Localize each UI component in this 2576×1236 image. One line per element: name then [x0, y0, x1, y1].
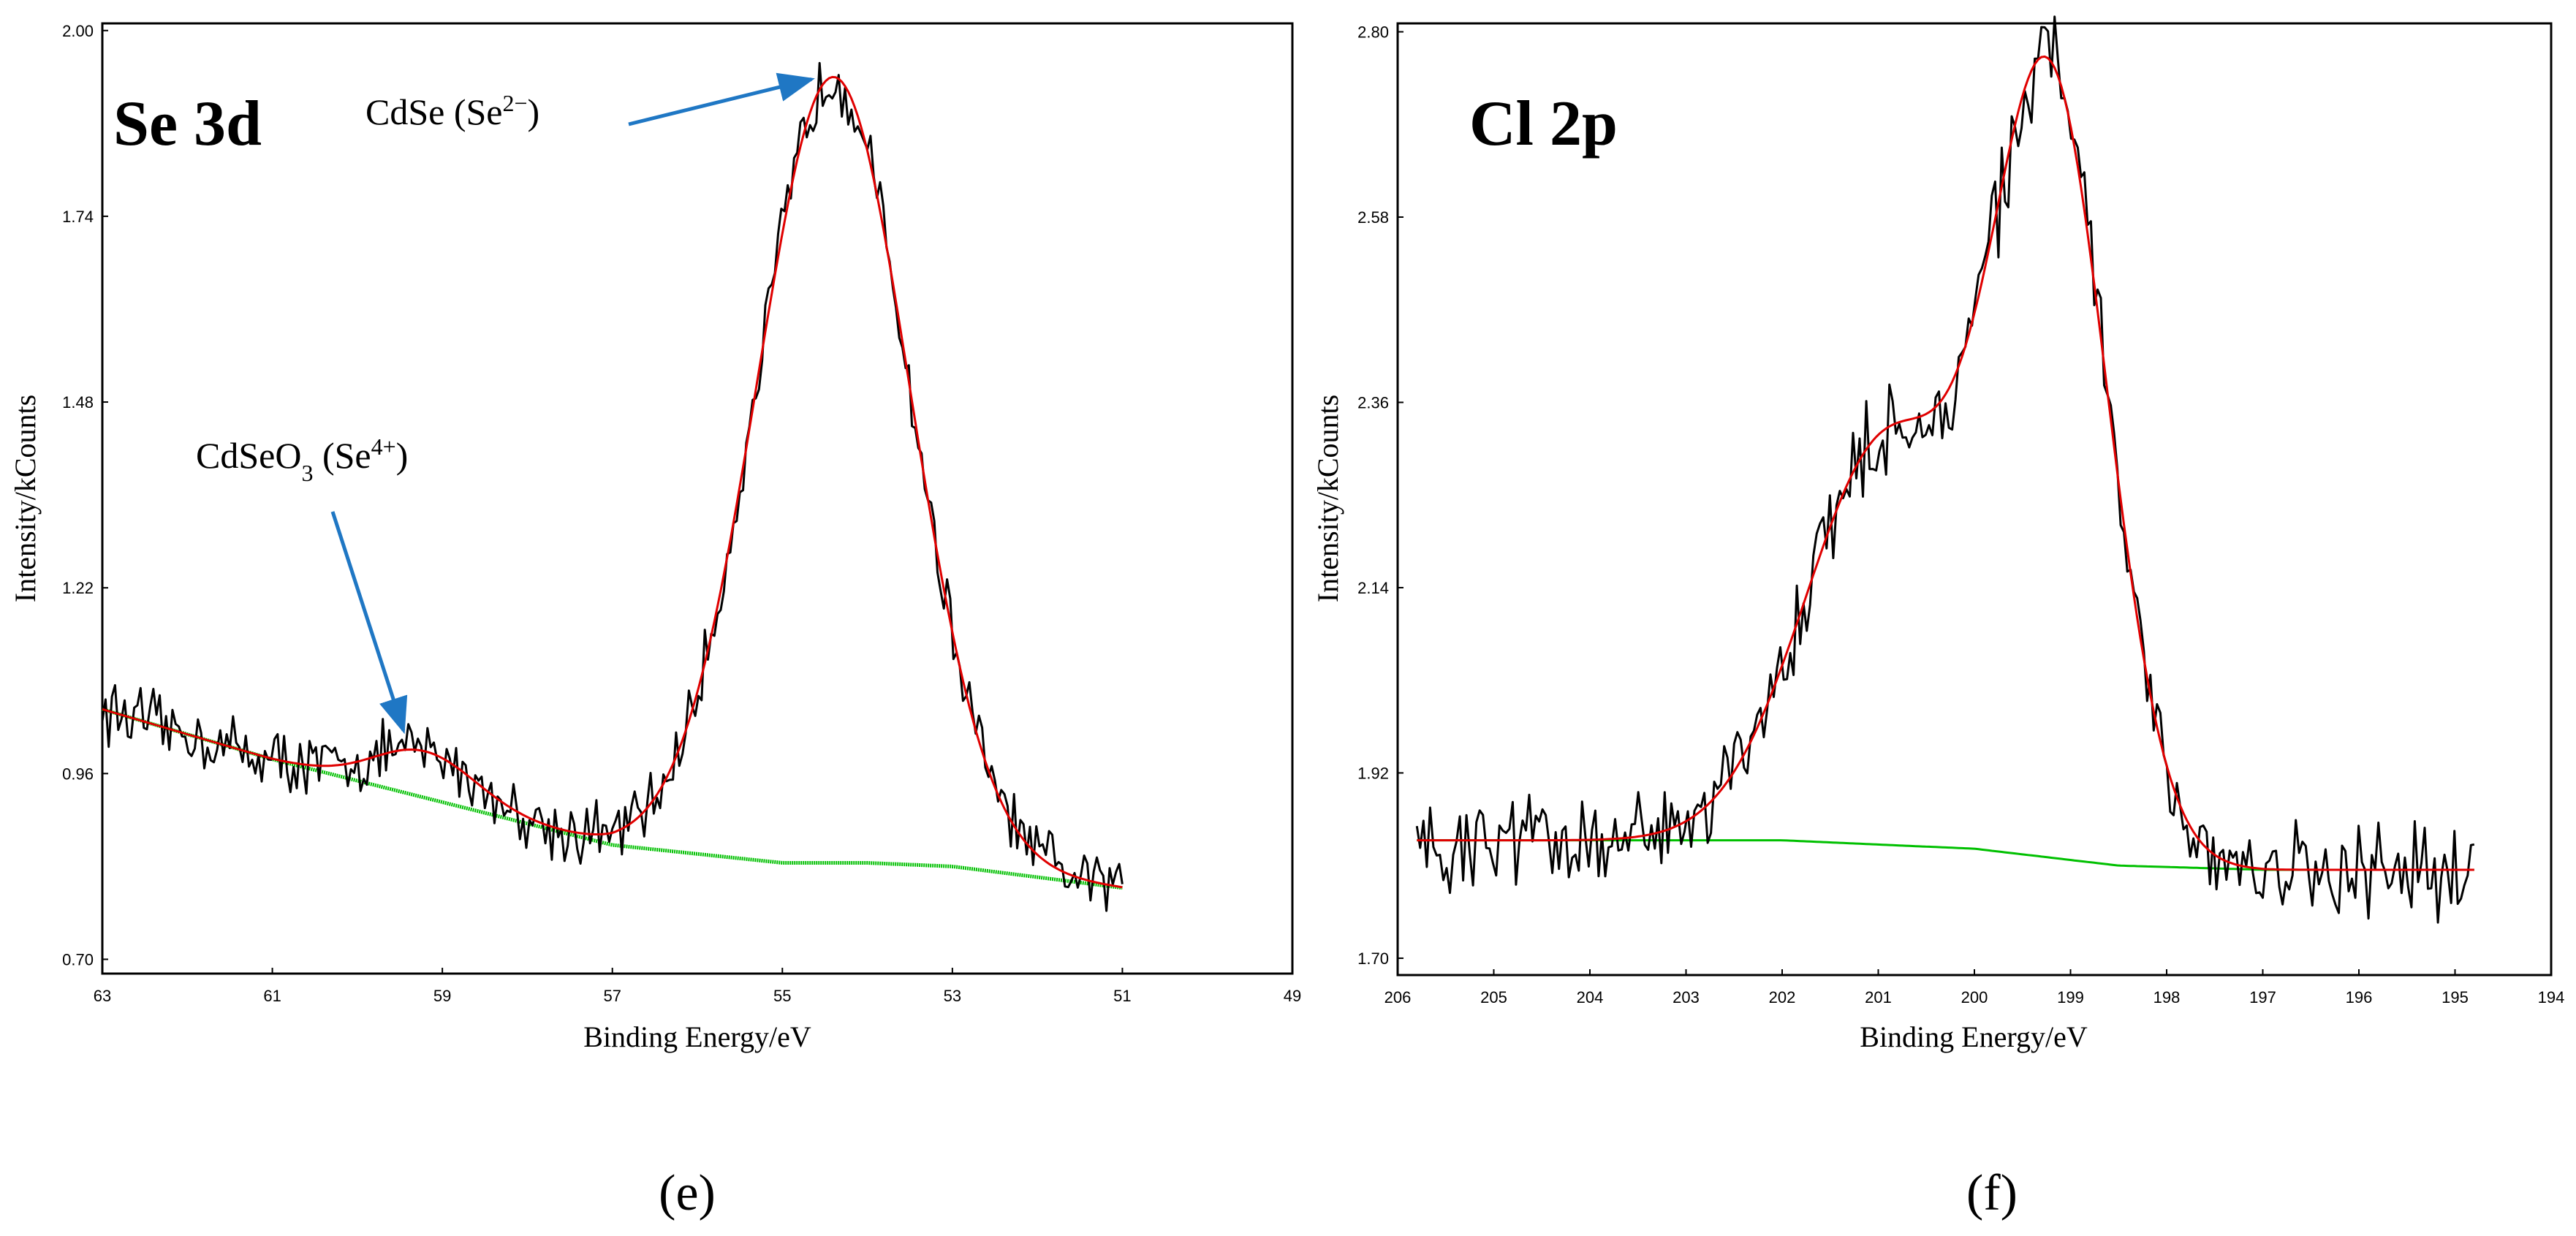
x-tick-label: 55 — [773, 987, 791, 1005]
chart-title: Cl 2p — [1469, 88, 1618, 159]
raw-data-line — [1415, 15, 2475, 924]
x-tick-label: 205 — [1480, 988, 1507, 1006]
y-tick-label: 2.36 — [1357, 393, 1389, 412]
y-axis-ticks: 0.70 0.96 1.22 1.48 1.74 2.00 — [62, 22, 108, 968]
x-tick-label: 197 — [2249, 988, 2276, 1006]
y-tick-label: 1.70 — [1357, 949, 1389, 968]
annotation-cdseo3: CdSeO3 (Se4+) — [196, 433, 408, 486]
x-tick-label: 196 — [2346, 988, 2373, 1006]
x-tick-label: 59 — [433, 987, 451, 1005]
y-tick-label: 0.70 — [62, 950, 94, 968]
x-tick-label: 57 — [603, 987, 621, 1005]
x-tick-label: 204 — [1577, 988, 1604, 1006]
x-tick-label: 195 — [2441, 988, 2469, 1006]
x-tick-label: 61 — [263, 987, 281, 1005]
y-tick-label: 2.00 — [62, 22, 94, 40]
x-tick-label: 203 — [1672, 988, 1700, 1006]
y-tick-label: 1.22 — [62, 579, 94, 597]
x-tick-label: 200 — [1961, 988, 1988, 1006]
background-line — [102, 707, 1123, 890]
arrow-cdse — [628, 72, 815, 126]
x-axis-label: Binding Energy/eV — [583, 1020, 811, 1053]
x-tick-label: 49 — [1284, 987, 1301, 1005]
y-tick-label: 2.14 — [1357, 579, 1389, 597]
chart-se-3d: 0.70 0.96 1.22 1.48 1.74 2.00 63 61 59 57 55 53 51 4… — [9, 22, 1301, 1221]
plot-frame — [101, 22, 1294, 975]
panel-label-e: (e) — [659, 1165, 716, 1221]
x-tick-label: 51 — [1113, 987, 1131, 1005]
x-tick-label: 199 — [2057, 988, 2084, 1006]
x-tick-label: 198 — [2153, 988, 2181, 1006]
arrow-cdseo3 — [330, 511, 408, 735]
x-axis-ticks: 206 205 204 203 202 201 200 199 198 197 196 195 194 — [1384, 969, 2565, 1006]
y-tick-label: 0.96 — [62, 765, 94, 783]
x-tick-label: 206 — [1384, 988, 1412, 1006]
raw-data-line — [101, 61, 1124, 912]
x-tick-label: 202 — [1769, 988, 1796, 1006]
plot-curves — [101, 61, 1124, 912]
x-axis-ticks: 63 61 59 57 55 53 51 49 — [94, 968, 1301, 1005]
fit-envelope-line — [102, 75, 1123, 889]
annotation-cdse: CdSe (Se2−) — [365, 90, 539, 132]
x-tick-label: 194 — [2538, 988, 2565, 1006]
x-tick-label: 53 — [944, 987, 961, 1005]
y-axis-label: Intensity/kCounts — [9, 395, 42, 602]
y-axis-label: Intensity/kCounts — [1311, 395, 1344, 602]
panel-label-f: (f) — [1966, 1165, 2018, 1221]
fit-envelope-line — [1417, 55, 2474, 871]
x-tick-label: 63 — [94, 987, 111, 1005]
y-tick-label: 1.74 — [62, 208, 94, 226]
y-tick-label: 1.48 — [62, 393, 94, 412]
y-tick-label: 2.80 — [1357, 23, 1389, 42]
y-axis-ticks: 1.70 1.92 2.14 2.36 2.58 2.80 — [1357, 23, 1403, 968]
x-axis-label: Binding Energy/eV — [1860, 1020, 2088, 1053]
chart-title: Se 3d — [113, 88, 262, 159]
y-tick-label: 1.92 — [1357, 764, 1389, 782]
plot-curves — [1415, 15, 2475, 924]
x-tick-label: 201 — [1865, 988, 1892, 1006]
chart-cl-2p: 1.70 1.92 2.14 2.36 2.58 2.80 206 205 204 203 202… — [1311, 15, 2565, 1221]
y-tick-label: 2.58 — [1357, 208, 1389, 227]
